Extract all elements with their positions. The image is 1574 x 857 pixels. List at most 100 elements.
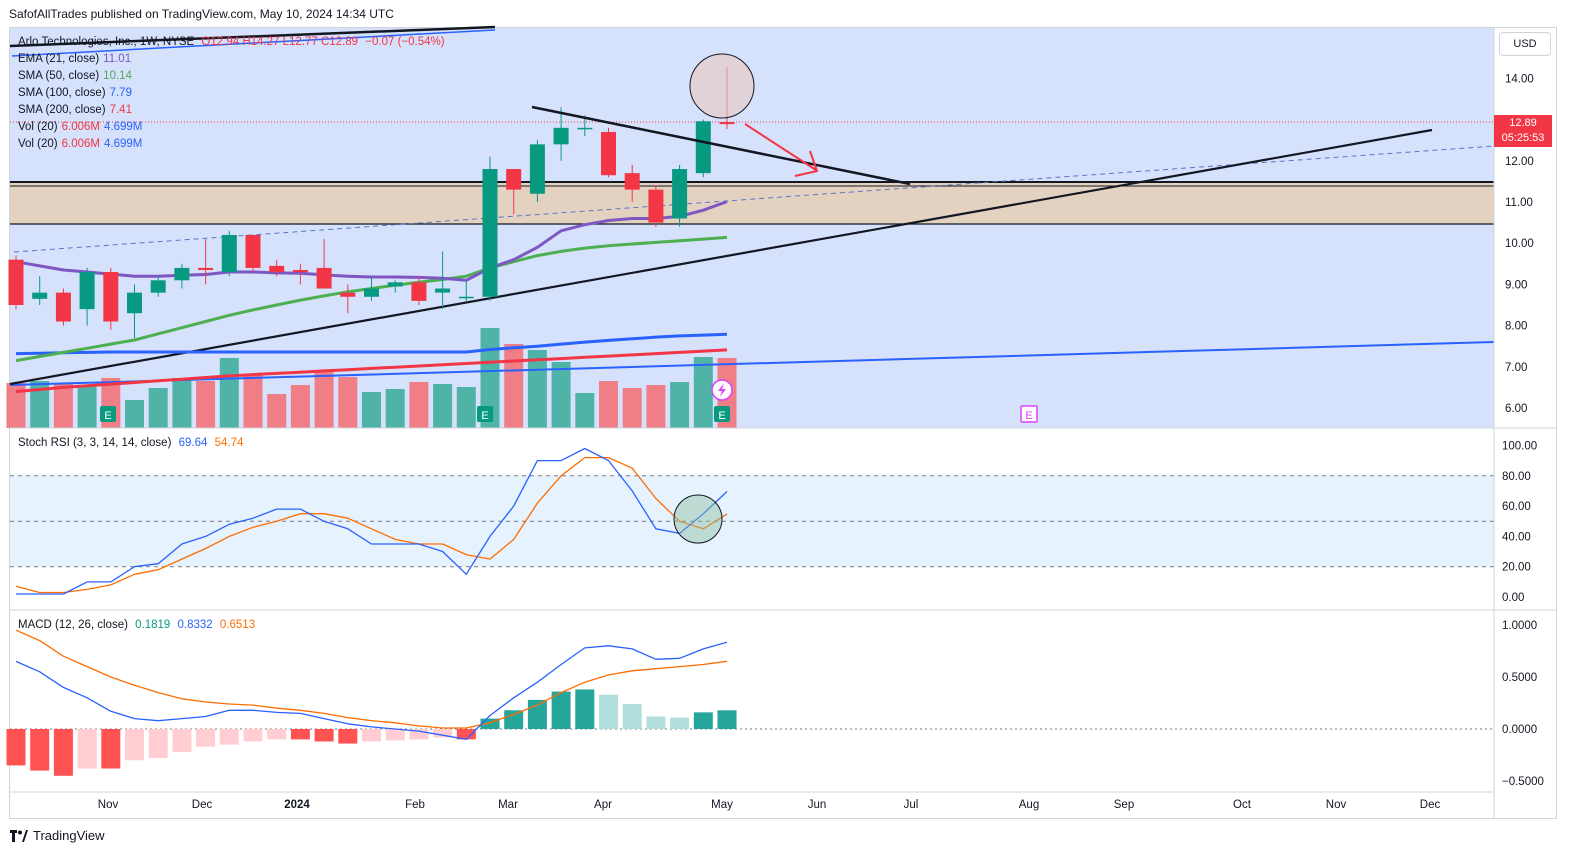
candle-body	[435, 288, 451, 293]
candle-body	[198, 267, 214, 270]
sma200-line	[15, 348, 728, 393]
volume-bar	[148, 388, 168, 428]
candle-body	[411, 282, 427, 301]
macd-signal-value: 0.6513	[219, 619, 256, 631]
macd-hist-bar	[480, 718, 500, 729]
upper-channel-line	[9, 25, 496, 48]
currency-button[interactable]: USD	[1499, 32, 1551, 56]
axes: 14.0013.0012.0011.0010.009.008.007.006.0…	[10, 28, 1556, 818]
macd-hist-bar	[77, 729, 97, 769]
time-label: Jun	[808, 799, 827, 811]
macd-hist-bar	[527, 699, 547, 729]
macd-hist-bar	[219, 729, 239, 745]
candle-body	[32, 292, 48, 299]
earnings-marker	[100, 406, 116, 422]
indicator-label: Vol (20)	[18, 138, 58, 150]
volume-bar	[290, 385, 310, 428]
indicator-value-2: 4.699M	[104, 121, 143, 133]
volume-bar	[646, 385, 666, 428]
symbol-name: Arlo Technologies, Inc., 1W, NYSE	[18, 36, 195, 48]
candlesticks	[8, 67, 735, 338]
candle-body	[245, 234, 261, 268]
macd-hist-bar	[30, 729, 50, 771]
stoch-d-value: 54.74	[214, 437, 244, 449]
time-label: Mar	[498, 799, 518, 811]
last-price-tag: 12.89 05:25:53	[1494, 115, 1552, 147]
symbol-legend: Arlo Technologies, Inc., 1W, NYSE O12.94…	[18, 34, 449, 153]
indicator-label: SMA (200, close)	[18, 104, 106, 116]
volume-bar	[622, 388, 642, 428]
macd-hist-bar	[314, 729, 334, 742]
macd-legend: MACD (12, 26, close) 0.1819 0.8332 0.651…	[18, 617, 259, 634]
stoch-tick: 100.00	[1502, 441, 1537, 453]
bar-countdown: 05:25:53	[1501, 132, 1545, 144]
sma100-line	[15, 332, 728, 356]
candle-body	[719, 122, 735, 125]
volume-bar	[267, 394, 287, 428]
candle-body	[79, 272, 95, 310]
volume-bar	[599, 381, 618, 428]
time-label: Aug	[1019, 799, 1039, 811]
earnings-letter: E	[718, 410, 725, 422]
candle-body	[672, 169, 688, 219]
macd-signal-line	[15, 629, 728, 729]
macd-hist-bar	[433, 729, 453, 738]
indicator-value: 7.41	[109, 104, 132, 116]
indicator-label: Vol (20)	[18, 121, 58, 133]
volume-bar	[172, 378, 192, 428]
volume-bar	[53, 384, 73, 428]
stoch-tick: 80.00	[1502, 471, 1531, 483]
candle-body	[174, 267, 190, 281]
macd-hist-bar	[385, 729, 405, 741]
macd-hist-value: 0.1819	[135, 619, 171, 631]
time-label: Nov	[98, 799, 119, 811]
candle-body	[8, 259, 24, 305]
stoch-tick: 40.00	[1502, 531, 1531, 543]
volume-bar	[527, 350, 547, 428]
stoch-highlight-circle	[673, 494, 723, 544]
earnings-letter: E	[104, 410, 111, 422]
volume-bar	[77, 386, 97, 428]
time-label: May	[711, 799, 733, 811]
volume-bar	[385, 389, 405, 428]
earnings-marker	[477, 406, 493, 422]
candle-body	[577, 127, 593, 130]
macd-line-value: 0.8332	[177, 619, 213, 631]
earnings-letter: E	[1025, 410, 1032, 422]
macd-hist-bar	[551, 691, 571, 729]
macd-hist-bar	[53, 729, 73, 776]
stoch-tick: 60.00	[1502, 501, 1531, 513]
macd-hist-bar	[243, 729, 263, 742]
indicator-legend-item: SMA (200, close) 7.41	[18, 102, 449, 119]
highlight-circle	[689, 53, 755, 119]
volume-bar	[219, 358, 239, 428]
stoch-tick: 20.00	[1502, 562, 1531, 574]
volume-bar	[575, 393, 595, 428]
volume-bar	[125, 400, 144, 428]
volume-bar	[480, 328, 500, 428]
time-label: Nov	[1326, 799, 1347, 811]
macd-tick: 0.0000	[1502, 724, 1537, 736]
volume-bar	[433, 384, 453, 428]
macd-hist-bar	[670, 717, 690, 729]
price-tick: 12.00	[1505, 156, 1534, 168]
macd-hist-bar	[575, 689, 595, 729]
macd-hist-bar	[622, 704, 642, 729]
candle-body	[364, 288, 379, 297]
lightning-icon	[718, 383, 726, 397]
price-tick: 14.00	[1505, 73, 1534, 85]
volume-bar	[504, 344, 524, 428]
candle-body	[269, 265, 285, 273]
blue-trendline	[9, 341, 1495, 386]
candle-body	[387, 282, 403, 287]
indicator-value-2: 4.699M	[104, 138, 143, 150]
future-earnings-marker	[1020, 405, 1038, 423]
candle-body	[103, 272, 119, 322]
volume-bar	[693, 357, 713, 428]
stoch-rsi-pane	[10, 447, 1494, 595]
stoch-k-line	[16, 447, 728, 595]
time-label: Feb	[405, 799, 425, 811]
macd-tick: 1.0000	[1502, 620, 1537, 632]
time-label: Oct	[1233, 799, 1252, 811]
